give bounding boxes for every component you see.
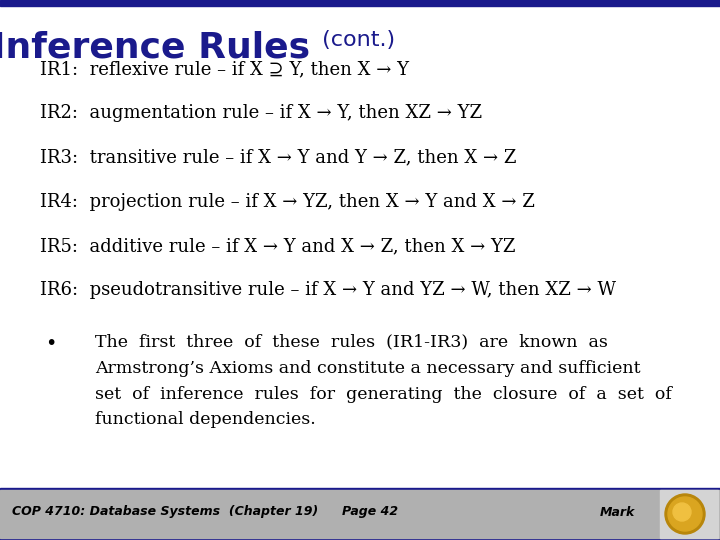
Text: IR6:  pseudotransitive rule – if X → Y and YZ → W, then XZ → W: IR6: pseudotransitive rule – if X → Y an… — [40, 281, 616, 299]
Text: Page 42: Page 42 — [342, 505, 398, 518]
Text: IR2:  augmentation rule – if X → Y, then XZ → YZ: IR2: augmentation rule – if X → Y, then … — [40, 104, 482, 122]
Text: The  first  three  of  these  rules  (IR1-IR3)  are  known  as: The first three of these rules (IR1-IR3)… — [95, 334, 608, 350]
Bar — [0, 538, 720, 540]
Bar — [0, 490, 720, 538]
Text: Armstrong’s Axioms and constitute a necessary and sufficient: Armstrong’s Axioms and constitute a nece… — [95, 360, 641, 376]
Bar — [0, 488, 720, 492]
Text: IR3:  transitive rule – if X → Y and Y → Z, then X → Z: IR3: transitive rule – if X → Y and Y → … — [40, 148, 516, 166]
Text: set  of  inference  rules  for  generating  the  closure  of  a  set  of: set of inference rules for generating th… — [95, 386, 672, 402]
Text: (cont.): (cont.) — [315, 30, 395, 50]
Text: COP 4710: Database Systems  (Chapter 19): COP 4710: Database Systems (Chapter 19) — [12, 505, 318, 518]
Circle shape — [673, 503, 691, 521]
Circle shape — [665, 494, 705, 534]
Text: Inference Rules: Inference Rules — [0, 30, 310, 64]
Bar — [660, 490, 718, 538]
Text: IR4:  projection rule – if X → YZ, then X → Y and X → Z: IR4: projection rule – if X → YZ, then X… — [40, 193, 535, 211]
Circle shape — [668, 497, 702, 531]
Text: •: • — [45, 334, 56, 353]
Text: IR5:  additive rule – if X → Y and X → Z, then X → YZ: IR5: additive rule – if X → Y and X → Z,… — [40, 237, 516, 255]
Bar — [0, 0, 720, 6]
Text: Mark: Mark — [600, 505, 635, 518]
Text: functional dependencies.: functional dependencies. — [95, 411, 316, 428]
Text: IR1:  reflexive rule – if X ⊇ Y, then X → Y: IR1: reflexive rule – if X ⊇ Y, then X →… — [40, 60, 409, 78]
